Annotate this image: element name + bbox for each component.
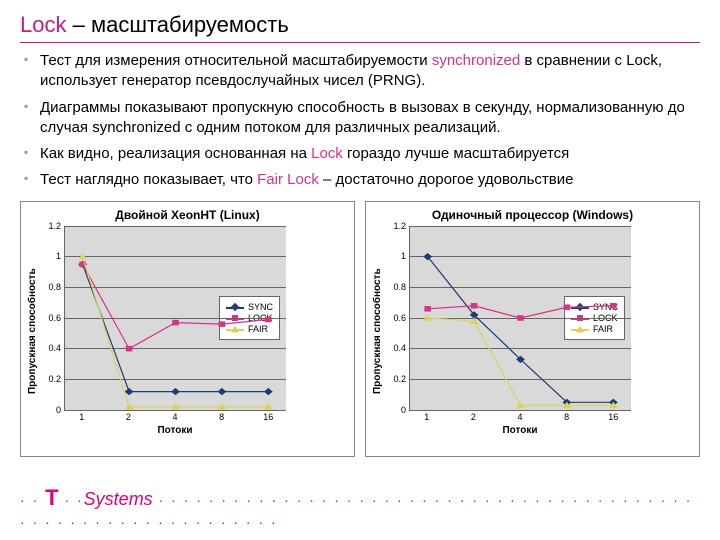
- bullet-list: Тест для измерения относительной масштаб…: [24, 51, 700, 191]
- charts-container: Двойной XeonНТ (Linux) Пропускная способ…: [20, 201, 700, 457]
- plot-region: SYNC LOCK FAIR 00.20.40.60.811.2: [64, 226, 286, 411]
- chart-area: Пропускная способность SYNC LOCK FAIR 00…: [25, 226, 350, 436]
- list-item: Тест для измерения относительной масштаб…: [24, 51, 700, 92]
- list-item: Как видно, реализация основанная на Lock…: [24, 144, 700, 164]
- footer-brand: · · T · ·Systems · · · · · · · · · · · ·…: [20, 485, 700, 532]
- chart-title: Одиночный процессор (Windows): [370, 208, 695, 222]
- plot-region: SYNC LOCK FAIR 00.20.40.60.811.2: [409, 226, 631, 411]
- list-item: Тест наглядно показывает, что Fair Lock …: [24, 170, 700, 190]
- x-axis-label: Потоки: [409, 425, 631, 436]
- chart-title: Двойной XeonНТ (Linux): [25, 208, 350, 222]
- list-item: Диаграммы показывают пропускную способно…: [24, 98, 700, 139]
- chart-right: Одиночный процессор (Windows) Пропускная…: [365, 201, 700, 457]
- chart-left: Двойной XeonНТ (Linux) Пропускная способ…: [20, 201, 355, 457]
- chart-area: Пропускная способность SYNC LOCK FAIR 00…: [370, 226, 695, 436]
- page-title: Lock – масштабируемость: [20, 12, 700, 43]
- x-axis: 124816: [64, 411, 286, 425]
- y-axis-label: Пропускная способность: [370, 226, 385, 436]
- x-axis-label: Потоки: [64, 425, 286, 436]
- y-axis-label: Пропускная способность: [25, 226, 40, 436]
- x-axis: 124816: [409, 411, 631, 425]
- title-accent: Lock: [20, 12, 66, 37]
